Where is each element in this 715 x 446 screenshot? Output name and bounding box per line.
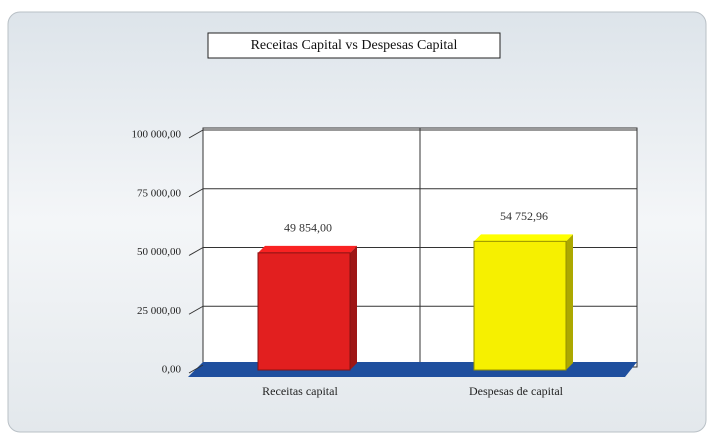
chart-title: Receitas Capital vs Despesas Capital [251, 38, 458, 53]
data-label: 49 854,00 [284, 221, 332, 235]
y-tick [188, 247, 204, 256]
bar-top [258, 245, 357, 253]
title-box [207, 32, 501, 59]
bar [257, 252, 351, 371]
y-tick-label: 75 000,00 [137, 187, 182, 199]
y-tick [188, 305, 204, 315]
bar-side [350, 245, 357, 370]
y-tick [188, 188, 204, 198]
bar-side [566, 234, 573, 370]
y-tick-label: 25 000,00 [137, 305, 182, 317]
bar [473, 240, 567, 371]
data-label: 54 752,96 [500, 209, 548, 223]
x-tick-label: Despesas de capital [469, 384, 564, 398]
bar-top [474, 234, 573, 242]
y-tick-label: 50 000,00 [137, 246, 182, 258]
y-tick-label: 0,00 [162, 364, 182, 376]
y-tick-label: 100 000,00 [132, 129, 182, 141]
y-tick [188, 364, 204, 374]
y-tick [188, 129, 204, 139]
x-tick-label: Receitas capital [262, 384, 338, 398]
